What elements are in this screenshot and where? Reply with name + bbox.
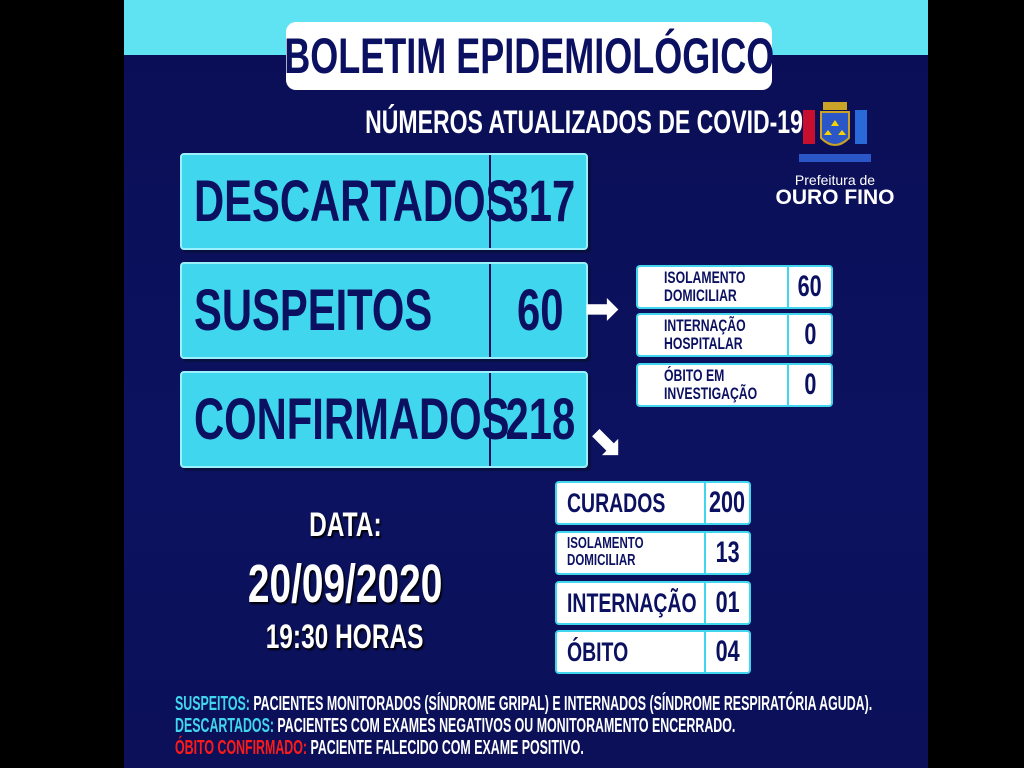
city-name: Prefeitura de OURO FINO bbox=[775, 172, 895, 209]
page-title: BOLETIM EPIDEMIOLÓGICO bbox=[283, 28, 775, 84]
suspeitos-isolamento: ISOLAMENTO DOMICILIAR 60 bbox=[636, 265, 833, 309]
time-value: 19:30 HORAS bbox=[266, 618, 424, 656]
confirmados-box: CONFIRMADOS 218 bbox=[180, 371, 588, 468]
suspeitos-internacao: INTERNAÇÃO HOSPITALAR 0 bbox=[636, 313, 833, 357]
arrow-right-icon: ➡ bbox=[585, 287, 619, 331]
coat-of-arms-logo bbox=[799, 102, 871, 162]
subtitle: NÚMEROS ATUALIZADOS DE COVID-19 bbox=[365, 104, 803, 140]
note-obito: ÓBITO CONFIRMADO: PACIENTE FALECIDO COM … bbox=[175, 737, 584, 759]
note-suspeitos: SUSPEITOS: PACIENTES MONITORADOS (SÍNDRO… bbox=[175, 693, 873, 715]
suspeitos-box: SUSPEITOS 60 bbox=[180, 262, 588, 359]
confirmados-isolamento: ISOLAMENTO DOMICILIAR 13 bbox=[555, 531, 751, 575]
confirmados-internacao: INTERNAÇÃO 01 bbox=[555, 581, 751, 625]
note-descartados: DESCARTADOS: PACIENTES COM EXAMES NEGATI… bbox=[175, 715, 736, 737]
descartados-box: DESCARTADOS 317 bbox=[180, 153, 588, 250]
footnotes: SUSPEITOS: PACIENTES MONITORADOS (SÍNDRO… bbox=[175, 693, 1024, 759]
date-value: 20/09/2020 bbox=[247, 554, 443, 614]
confirmados-curados: CURADOS 200 bbox=[555, 481, 751, 525]
title-box: BOLETIM EPIDEMIOLÓGICO bbox=[283, 22, 775, 90]
confirmados-obito: ÓBITO 04 bbox=[555, 630, 751, 674]
date-label: DATA: bbox=[308, 506, 382, 544]
suspeitos-obito: ÓBITO EM INVESTIGAÇÃO 0 bbox=[636, 363, 833, 407]
